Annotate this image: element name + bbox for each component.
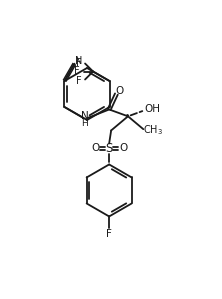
Text: N: N <box>81 111 88 121</box>
Text: CH$_3$: CH$_3$ <box>143 123 163 137</box>
Text: F: F <box>76 57 82 68</box>
Text: N: N <box>75 56 82 66</box>
Text: F: F <box>74 66 80 77</box>
Text: S: S <box>105 142 113 155</box>
Text: H: H <box>81 118 88 127</box>
Text: O: O <box>91 144 99 153</box>
Text: O: O <box>119 144 127 153</box>
Text: O: O <box>115 86 123 96</box>
Text: OH: OH <box>144 104 160 114</box>
Text: F: F <box>106 229 112 239</box>
Text: F: F <box>76 76 82 86</box>
